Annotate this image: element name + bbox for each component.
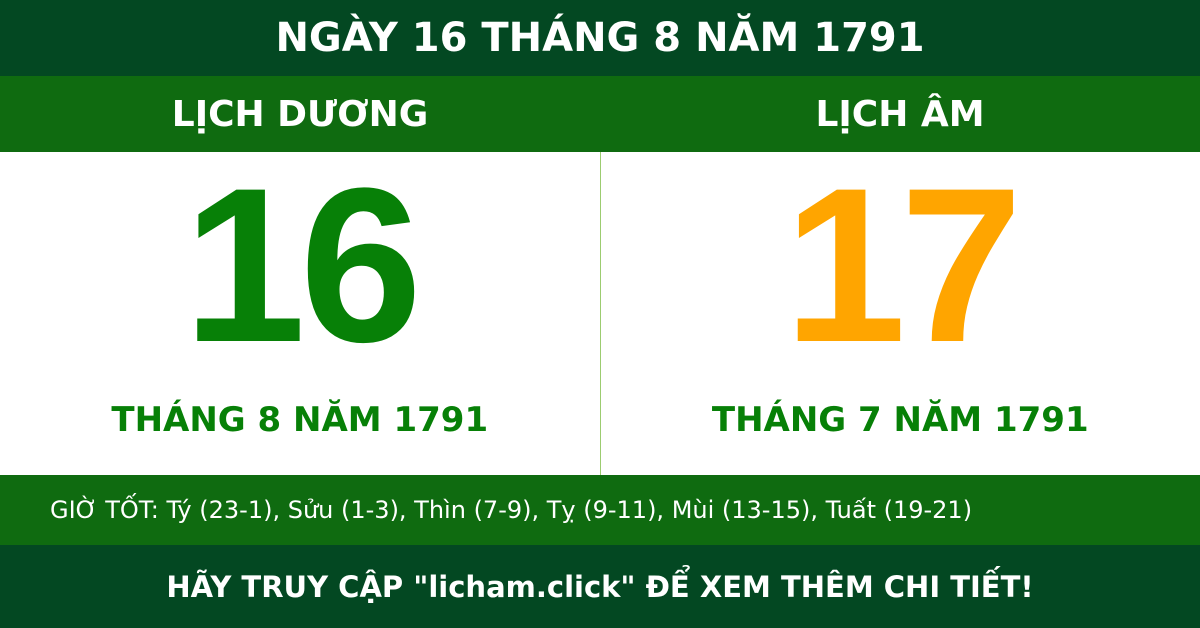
lunar-panel: 17 THÁNG 7 NĂM 1791 xyxy=(601,142,1200,475)
lunar-day: 17 xyxy=(783,142,1023,388)
good-hours: GIỜ TỐT: Tý (23-1), Sửu (1-3), Thìn (7-9… xyxy=(0,475,1200,545)
lunar-month-year: THÁNG 7 NĂM 1791 xyxy=(711,400,1089,440)
solar-day: 16 xyxy=(183,142,422,388)
calendar-panels: 16 THÁNG 8 NĂM 1791 17 THÁNG 7 NĂM 1791 xyxy=(0,142,1200,475)
calendar-headings: LỊCH DƯƠNG LỊCH ÂM xyxy=(0,76,1200,152)
solar-heading: LỊCH DƯƠNG xyxy=(171,93,429,135)
page-title: NGÀY 16 THÁNG 8 NĂM 1791 xyxy=(0,0,1200,76)
solar-panel: 16 THÁNG 8 NĂM 1791 xyxy=(0,142,601,475)
solar-month-year: THÁNG 8 NĂM 1791 xyxy=(111,400,489,440)
lunar-heading: LỊCH ÂM xyxy=(815,93,985,135)
footer-cta: HÃY TRUY CẬP "licham.click" ĐỂ XEM THÊM … xyxy=(0,545,1200,628)
